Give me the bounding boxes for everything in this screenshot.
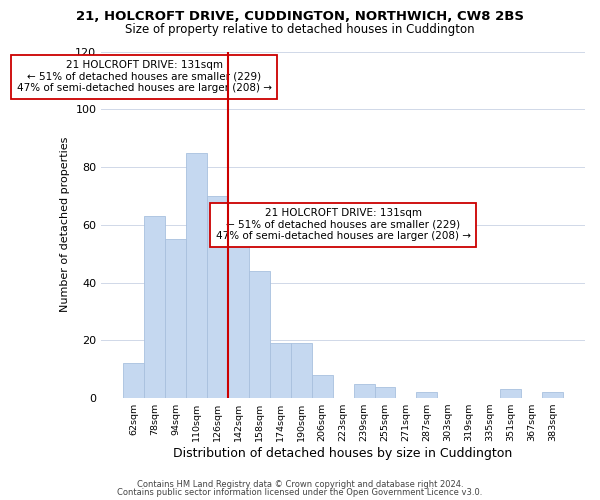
Bar	[165, 239, 186, 398]
Bar	[207, 196, 228, 398]
Y-axis label: Number of detached properties: Number of detached properties	[59, 137, 70, 312]
Bar	[270, 343, 291, 398]
Text: 21 HOLCROFT DRIVE: 131sqm
← 51% of detached houses are smaller (229)
47% of semi: 21 HOLCROFT DRIVE: 131sqm ← 51% of detac…	[215, 208, 470, 242]
Bar	[123, 364, 144, 398]
Bar	[228, 225, 249, 398]
Bar	[312, 375, 332, 398]
Bar	[374, 386, 395, 398]
Bar	[416, 392, 437, 398]
Text: Contains HM Land Registry data © Crown copyright and database right 2024.: Contains HM Land Registry data © Crown c…	[137, 480, 463, 489]
Text: 21 HOLCROFT DRIVE: 131sqm
← 51% of detached houses are smaller (229)
47% of semi: 21 HOLCROFT DRIVE: 131sqm ← 51% of detac…	[17, 60, 272, 94]
Bar	[353, 384, 374, 398]
Bar	[144, 216, 165, 398]
Bar	[500, 390, 521, 398]
Text: Size of property relative to detached houses in Cuddington: Size of property relative to detached ho…	[125, 22, 475, 36]
Bar	[542, 392, 563, 398]
Text: 21, HOLCROFT DRIVE, CUDDINGTON, NORTHWICH, CW8 2BS: 21, HOLCROFT DRIVE, CUDDINGTON, NORTHWIC…	[76, 10, 524, 23]
Text: Contains public sector information licensed under the Open Government Licence v3: Contains public sector information licen…	[118, 488, 482, 497]
Bar	[249, 271, 270, 398]
X-axis label: Distribution of detached houses by size in Cuddington: Distribution of detached houses by size …	[173, 447, 513, 460]
Bar	[291, 343, 312, 398]
Bar	[186, 152, 207, 398]
